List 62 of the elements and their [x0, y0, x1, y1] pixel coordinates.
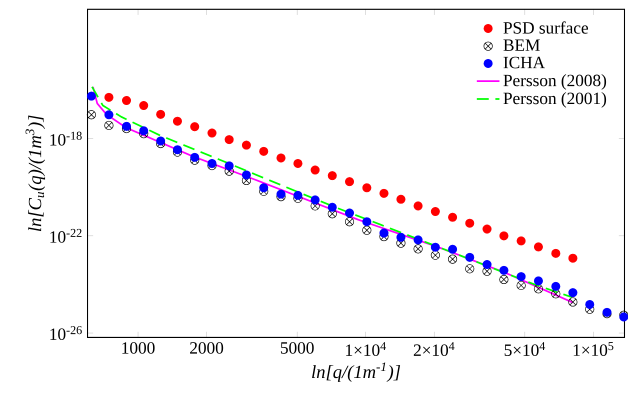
x-tick-label: 1×10$^{5}$ — [574, 342, 614, 356]
legend-label: Persson (2008) — [503, 74, 606, 90]
x-tick-label: 5000 — [280, 342, 314, 354]
point — [396, 238, 406, 248]
point — [139, 126, 148, 136]
point — [448, 244, 458, 254]
x-tick-label: 2×10$^{4}$ — [414, 342, 455, 356]
point — [534, 276, 543, 286]
point — [172, 145, 182, 154]
point — [379, 228, 388, 238]
point — [104, 110, 114, 120]
point — [86, 92, 96, 101]
point — [362, 217, 372, 226]
point — [224, 161, 234, 170]
point — [448, 254, 458, 264]
point — [568, 298, 578, 307]
point — [430, 250, 440, 260]
x-tick-label: 1×10$^{4}$ — [346, 342, 386, 356]
point — [310, 201, 320, 211]
point — [482, 260, 492, 270]
point — [414, 236, 423, 245]
point — [516, 280, 526, 290]
point — [499, 266, 508, 275]
point — [534, 284, 544, 294]
point — [414, 244, 423, 254]
point — [396, 232, 406, 242]
point — [551, 289, 560, 299]
point — [465, 264, 474, 274]
point — [465, 252, 474, 262]
x-tick-label: 2000 — [190, 342, 224, 354]
point — [585, 300, 594, 310]
y-tick-label: 10$^{-26}$ — [50, 326, 82, 340]
point — [242, 170, 251, 180]
point — [259, 183, 268, 192]
point — [293, 191, 302, 200]
legend-label: ICHA — [504, 56, 545, 68]
point — [104, 120, 114, 130]
x-tick-label: 1000 — [122, 342, 155, 354]
point — [482, 266, 492, 276]
y-axis-title: ln[C$_{u}$(q)/(1m$^{3}$)] — [26, 116, 46, 232]
legend-label: PSD surface — [503, 22, 588, 34]
point — [568, 288, 578, 298]
point — [86, 110, 96, 120]
point — [276, 190, 286, 199]
point — [156, 136, 166, 146]
y-tick-label: 10$^{-22}$ — [50, 229, 82, 243]
point — [499, 275, 508, 284]
x-axis-title: ln[q/(1m$^{-1}$)] — [312, 362, 400, 382]
point — [344, 217, 354, 226]
point — [551, 282, 560, 292]
point — [122, 122, 132, 131]
point — [362, 226, 372, 235]
x-tick-label: 5×10$^{4}$ — [504, 342, 546, 356]
legend-label: BEM — [503, 40, 540, 51]
point — [516, 272, 526, 282]
point — [190, 152, 200, 162]
legend-label: Persson (2001) — [503, 92, 606, 108]
point — [430, 242, 440, 252]
y-tick-label: 10$^{-18}$ — [50, 132, 82, 146]
point — [328, 202, 337, 212]
point — [310, 196, 320, 205]
point — [345, 208, 354, 218]
